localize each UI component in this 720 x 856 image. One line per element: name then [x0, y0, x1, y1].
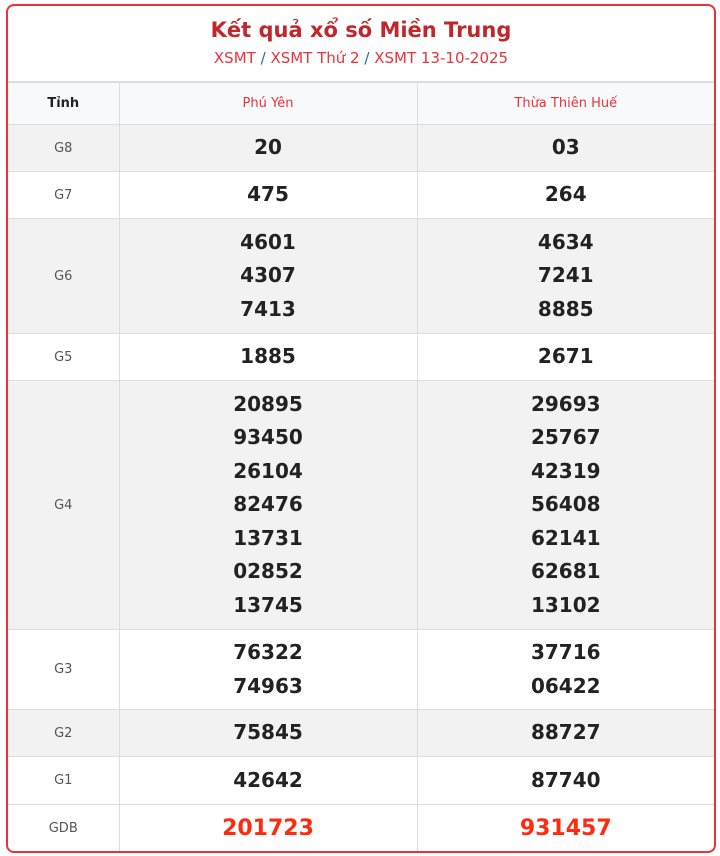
prize-number: 1885	[240, 344, 296, 369]
table-row: G2 75845 88727	[8, 709, 714, 757]
prize-number: 56408	[530, 492, 601, 517]
prize-number: 42642	[233, 767, 303, 792]
prize-number: 20	[254, 135, 282, 160]
prize-number: 20895	[233, 391, 303, 416]
prize-cell: 88727	[416, 709, 714, 757]
table-row: G5 1885 2671	[8, 333, 714, 381]
breadcrumb-xsmt-date[interactable]: XSMT 13-10-2025	[374, 49, 509, 67]
prize-number: 4601	[240, 229, 296, 254]
prize-number: 82476	[233, 492, 303, 517]
prize-number: 25767	[530, 425, 601, 450]
prize-label: G6	[8, 218, 120, 334]
table-row: G6 4601 4307 7413 4634 7241 8885	[8, 218, 714, 334]
prize-cell: 475	[118, 171, 418, 219]
prize-number: 2671	[537, 344, 594, 369]
prize-cell: 03	[416, 124, 714, 172]
prize-cell: 20895 93450 26104 82476 13731 02852 13745	[118, 380, 418, 630]
prize-number: 03	[551, 135, 580, 160]
prize-number: 26104	[233, 458, 303, 483]
prize-number: 88727	[530, 720, 601, 745]
prize-label: G7	[8, 171, 120, 219]
table-row: G1 42642 87740	[8, 756, 714, 805]
prize-cell: 29693 25767 42319 56408 62141 62681 13102	[416, 380, 714, 630]
prize-number: 29693	[530, 391, 601, 416]
prize-cell: 42642	[118, 756, 418, 805]
prize-number: 87740	[530, 767, 601, 792]
prize-cell: 264	[416, 171, 714, 219]
results-table: Tỉnh Phú Yên Thừa Thiên Huế G8 20 03 G7 475 2…	[8, 82, 714, 851]
table-row: G8 20 03	[8, 124, 714, 172]
page-title: Kết quả xổ số Miền Trung	[210, 18, 512, 42]
prize-cell: 4601 4307 7413	[118, 218, 418, 334]
prize-number: 931457	[519, 815, 612, 841]
prize-number: 8885	[537, 296, 594, 321]
prize-label: GDB	[8, 804, 120, 851]
prize-number: 201723	[222, 815, 314, 841]
table-row: GDB 201723 931457	[8, 804, 714, 851]
breadcrumb-xsmt[interactable]: XSMT	[213, 49, 256, 67]
prize-label: G8	[8, 124, 120, 172]
table-row: G7 475 264	[8, 171, 714, 219]
prize-number: 13102	[530, 592, 601, 617]
prize-label: G2	[8, 709, 120, 757]
prize-cell: 1885	[118, 333, 418, 381]
prize-number: 02852	[233, 559, 303, 584]
column-header-thua-thien-hue[interactable]: Thừa Thiên Huế	[416, 82, 714, 125]
prize-number: 74963	[233, 673, 303, 698]
table-row: G3 76322 74963 37716 06422	[8, 629, 714, 710]
prize-cell: 87740	[416, 756, 714, 805]
prize-number: 4634	[537, 229, 594, 254]
prize-label: G5	[8, 333, 120, 381]
breadcrumb-separator: /	[364, 49, 370, 67]
prize-number: 13731	[233, 525, 303, 550]
prize-number: 62141	[530, 525, 601, 550]
prize-label: G3	[8, 629, 120, 710]
prize-number: 264	[544, 182, 587, 207]
prize-number: 7241	[537, 263, 594, 288]
prize-cell: 931457	[416, 804, 714, 851]
prize-number: 62681	[530, 559, 601, 584]
prize-cell: 201723	[118, 804, 418, 851]
prize-number: 4307	[240, 263, 296, 288]
prize-cell: 2671	[416, 333, 714, 381]
breadcrumb-separator: /	[260, 49, 266, 67]
column-header-phu-yen[interactable]: Phú Yên	[118, 82, 418, 125]
prize-label: G1	[8, 756, 120, 805]
prize-number: 475	[247, 182, 289, 207]
prize-cell: 20	[118, 124, 418, 172]
prize-number: 37716	[530, 640, 601, 664]
results-header: Kết quả xổ số Miền Trung XSMT / XSMT Thứ…	[8, 6, 714, 82]
prize-number: 75845	[233, 720, 303, 745]
prize-number: 93450	[233, 425, 303, 450]
prize-label: G4	[8, 380, 120, 630]
prize-number: 76322	[233, 640, 303, 664]
prize-cell: 4634 7241 8885	[416, 218, 714, 334]
prize-number: 42319	[530, 458, 601, 483]
prize-cell: 75845	[118, 709, 418, 757]
prize-cell: 76322 74963	[118, 629, 418, 710]
prize-cell: 37716 06422	[416, 629, 714, 710]
prize-number: 7413	[240, 296, 296, 321]
prize-number: 06422	[530, 673, 601, 698]
results-card: Kết quả xổ số Miền Trung XSMT / XSMT Thứ…	[6, 4, 716, 853]
prize-number: 13745	[233, 592, 303, 617]
table-row: G4 20895 93450 26104 82476 13731 02852 13745 296…	[8, 380, 714, 630]
breadcrumb: XSMT / XSMT Thứ 2 / XSMT 13-10-2025	[8, 49, 714, 67]
breadcrumb-xsmt-thu-2[interactable]: XSMT Thứ 2	[270, 49, 360, 67]
column-header-province: Tỉnh	[8, 82, 120, 125]
